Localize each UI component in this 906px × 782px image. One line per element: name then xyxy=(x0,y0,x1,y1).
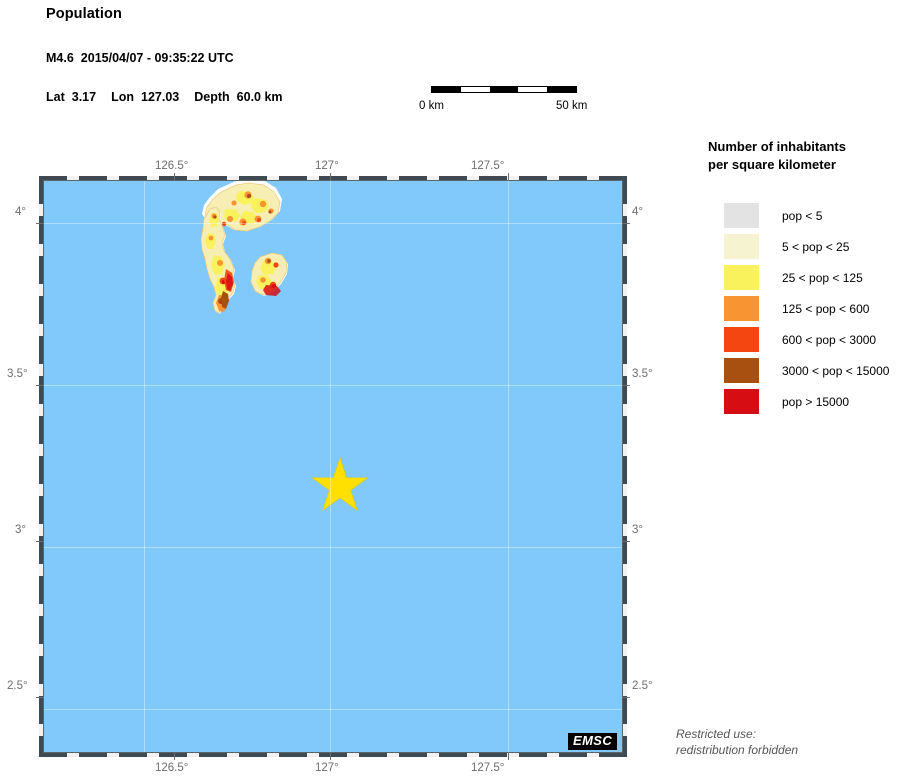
island-southeast xyxy=(250,252,288,296)
legend-item: 25 < pop < 125 xyxy=(724,262,889,293)
event-datetime: 2015/04/07 - 09:35:22 UTC xyxy=(80,51,234,65)
axis-label-left-2p5: 2.5° xyxy=(7,680,28,692)
map-content xyxy=(44,181,622,752)
map-neatline-right xyxy=(622,176,627,757)
scale-segment xyxy=(460,87,490,92)
map-scale-bar xyxy=(431,86,577,93)
axis-label-right-3: 3° xyxy=(632,524,643,536)
axis-label-bottom-127p5: 127.5° xyxy=(471,762,505,774)
axis-label-right-4: 4° xyxy=(632,206,643,218)
axis-label-left-3p5: 3.5° xyxy=(7,368,28,380)
legend-swatch xyxy=(724,234,759,259)
island-central xyxy=(200,206,236,314)
map-neatline-top xyxy=(39,176,627,181)
legend-swatch xyxy=(724,327,759,352)
lat-value: 3.17 xyxy=(71,90,97,104)
tick-right-2p5 xyxy=(622,697,630,698)
tick-right-4 xyxy=(622,223,630,224)
event-location-line: Lat 3.17 Lon 127.03 Depth 60.0 km xyxy=(46,90,283,104)
legend-swatch xyxy=(724,265,759,290)
graticule-lon-127p5 xyxy=(508,181,509,752)
event-magnitude: M4.6 xyxy=(46,51,74,65)
island-north xyxy=(202,181,282,232)
event-magnitude-time: M4.6 2015/04/07 - 09:35:22 UTC xyxy=(46,51,234,65)
axis-label-bottom-126p5: 126.5° xyxy=(155,762,189,774)
legend-entries: pop < 5 5 < pop < 25 25 < pop < 125 125 … xyxy=(724,200,889,417)
tick-right-3 xyxy=(622,541,630,542)
lat-label: Lat xyxy=(46,90,65,104)
page-title: Population xyxy=(46,6,122,22)
legend-title-line-2: per square kilometer xyxy=(708,157,836,172)
legend-swatch xyxy=(724,389,759,414)
graticule-lat-2p5 xyxy=(44,709,622,710)
tick-bottom-127 xyxy=(330,752,331,760)
legend-item: 5 < pop < 25 xyxy=(724,231,889,262)
legend-swatch xyxy=(724,296,759,321)
tick-bottom-126p5 xyxy=(174,752,175,760)
scale-label-min: 0 km xyxy=(419,100,444,112)
map-neatline-bottom xyxy=(39,752,627,757)
axis-label-left-3: 3° xyxy=(15,524,26,536)
legend-label: pop < 5 xyxy=(782,208,823,223)
axis-label-top-127: 127° xyxy=(315,160,339,172)
tick-left-2p5 xyxy=(36,697,44,698)
map-neatline-left xyxy=(39,176,44,757)
legend-label: pop > 15000 xyxy=(782,394,850,409)
legend-label: 25 < pop < 125 xyxy=(782,270,863,285)
graticule-lat-3 xyxy=(44,547,622,548)
depth-value: 60.0 km xyxy=(236,90,283,104)
legend-label: 125 < pop < 600 xyxy=(782,301,870,316)
tick-left-3p5 xyxy=(36,385,44,386)
axis-label-bottom-127: 127° xyxy=(315,762,339,774)
landmass-layer xyxy=(200,181,369,512)
scale-label-max: 50 km xyxy=(556,100,588,112)
restricted-line-2: redistribution forbidden xyxy=(676,743,799,757)
legend-item: pop < 5 xyxy=(724,200,889,231)
axis-label-top-126p5: 126.5° xyxy=(155,160,189,172)
restricted-line-1: Restricted use: xyxy=(676,727,757,741)
axis-label-top-127p5: 127.5° xyxy=(471,160,505,172)
graticule-lon-126p5 xyxy=(144,181,145,752)
graticule-lat-3p5 xyxy=(44,385,622,386)
depth-label: Depth xyxy=(194,90,230,104)
tick-top-126p5 xyxy=(174,173,175,181)
tick-left-4 xyxy=(36,223,44,224)
legend-swatch xyxy=(724,203,759,228)
restricted-use-notice: Restricted use: redistribution forbidden xyxy=(676,726,798,758)
legend-title-line-1: Number of inhabitants xyxy=(708,139,846,154)
scale-segment xyxy=(518,87,548,92)
axis-label-right-2p5: 2.5° xyxy=(632,680,653,692)
tick-right-3p5 xyxy=(622,385,630,386)
axis-label-left-4: 4° xyxy=(15,206,26,218)
legend-item: 600 < pop < 3000 xyxy=(724,324,889,355)
legend-item: 125 < pop < 600 xyxy=(724,293,889,324)
legend-label: 600 < pop < 3000 xyxy=(782,332,877,347)
axis-label-right-3p5: 3.5° xyxy=(632,368,653,380)
legend-label: 3000 < pop < 15000 xyxy=(782,363,890,378)
emsc-attribution-logo: EMSC xyxy=(568,733,618,750)
legend-label: 5 < pop < 25 xyxy=(782,239,850,254)
legend-item: pop > 15000 xyxy=(724,386,889,417)
ocean-background xyxy=(44,181,622,752)
graticule-lat-4 xyxy=(44,223,622,224)
epicenter-star-marker xyxy=(311,456,369,512)
legend-item: 3000 < pop < 15000 xyxy=(724,355,889,386)
legend-title: Number of inhabitants per square kilomet… xyxy=(708,138,846,174)
graticule-lon-127 xyxy=(330,181,331,752)
tick-top-127 xyxy=(330,173,331,181)
lon-value: 127.03 xyxy=(141,90,180,104)
map-canvas[interactable] xyxy=(39,176,627,757)
tick-left-3 xyxy=(36,541,44,542)
legend-swatch xyxy=(724,358,759,383)
scale-segment xyxy=(547,87,576,92)
scale-segment xyxy=(432,87,461,92)
scale-segment xyxy=(489,87,519,92)
tick-bottom-127p5 xyxy=(508,752,509,760)
tick-top-127p5 xyxy=(508,173,509,181)
lon-label: Lon xyxy=(111,90,135,104)
